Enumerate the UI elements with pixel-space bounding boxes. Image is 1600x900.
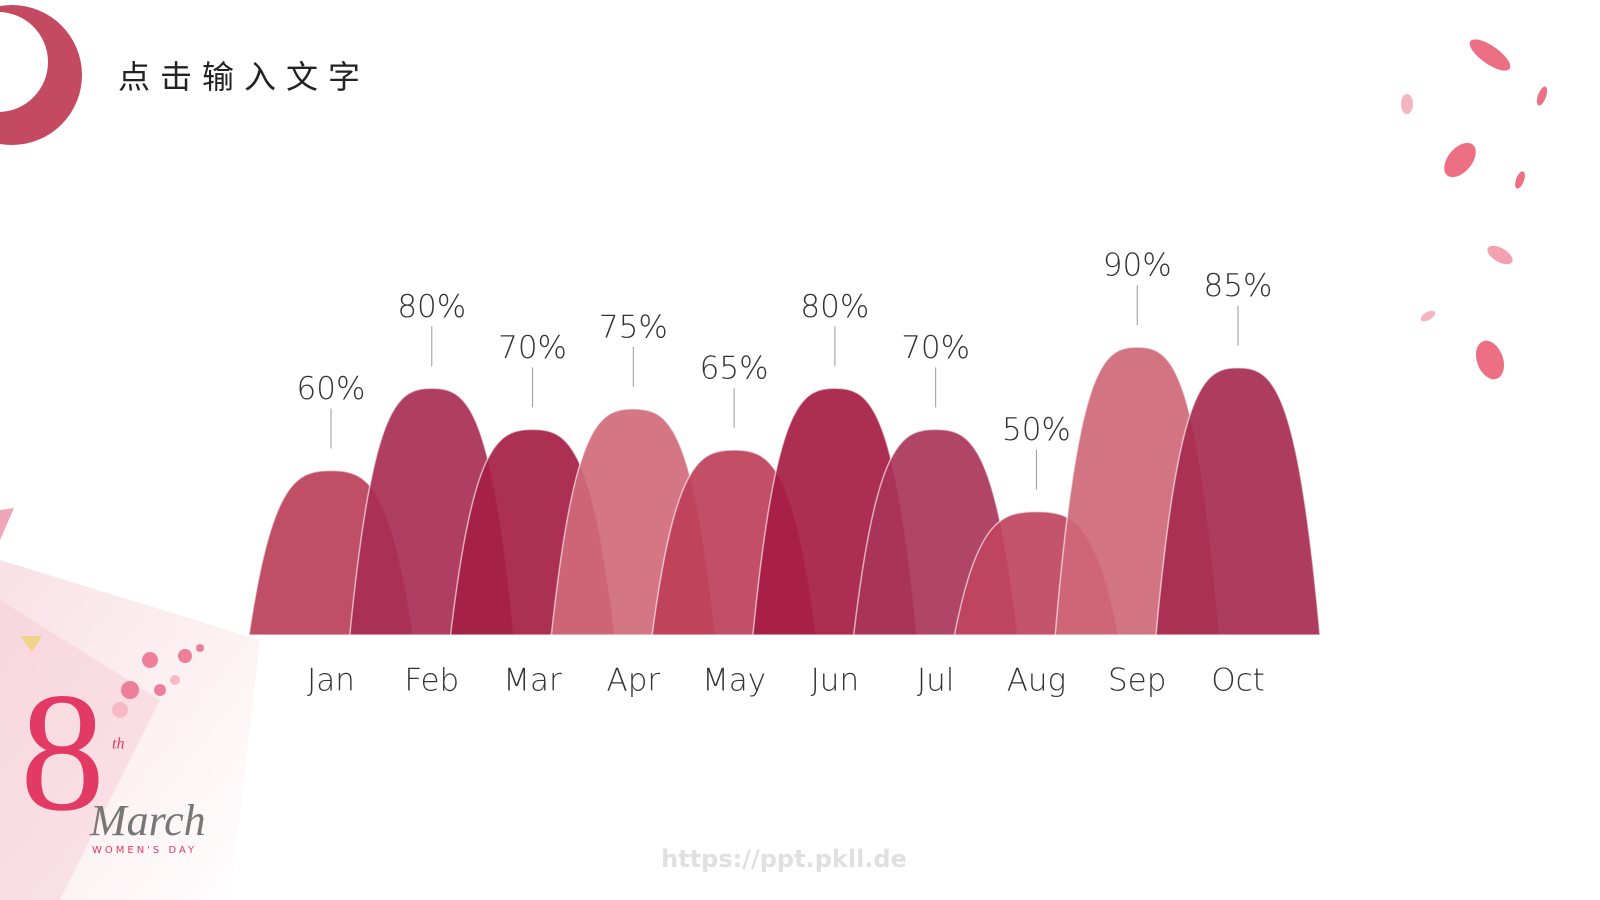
x-tick-label: May [702,663,766,699]
value-label: 70% [901,330,970,366]
decor-script: March [89,796,206,845]
x-tick-label: Oct [1211,663,1265,699]
value-label: 70% [498,330,567,366]
value-label: 65% [700,350,769,386]
decor-suffix: th [112,736,124,753]
decor-petals [1401,39,1548,380]
decor-corner: 8 th March WOMEN'S DAY [0,508,260,900]
value-label: 80% [397,289,466,325]
x-tick-label: Jun [811,663,859,699]
decor-numeral: 8 [20,658,105,846]
value-label: 50% [1002,412,1071,448]
decor-caption: WOMEN'S DAY [92,845,197,856]
value-label: 75% [599,309,668,345]
plot: 60% Jan 80% Feb 70% Mar 75% Apr 65% May 80% Jun 70% J… [248,248,1321,699]
value-label: 90% [1103,248,1172,284]
value-label: 60% [297,371,366,407]
chart-title: 点击输入文字 [118,58,370,96]
decor-moon [0,5,82,145]
value-label: 80% [800,289,869,325]
watermark: https://ppt.pkll.de [661,845,907,873]
mountain [1155,366,1321,636]
x-tick-label: Apr [607,663,661,699]
x-tick-label: Sep [1108,663,1166,699]
x-tick-label: Aug [1007,663,1066,699]
x-tick-label: Jan [307,663,355,699]
value-label: 85% [1204,268,1273,304]
x-tick-label: Feb [404,663,459,699]
x-tick-label: Mar [503,663,562,699]
x-tick-label: Jul [917,663,954,699]
